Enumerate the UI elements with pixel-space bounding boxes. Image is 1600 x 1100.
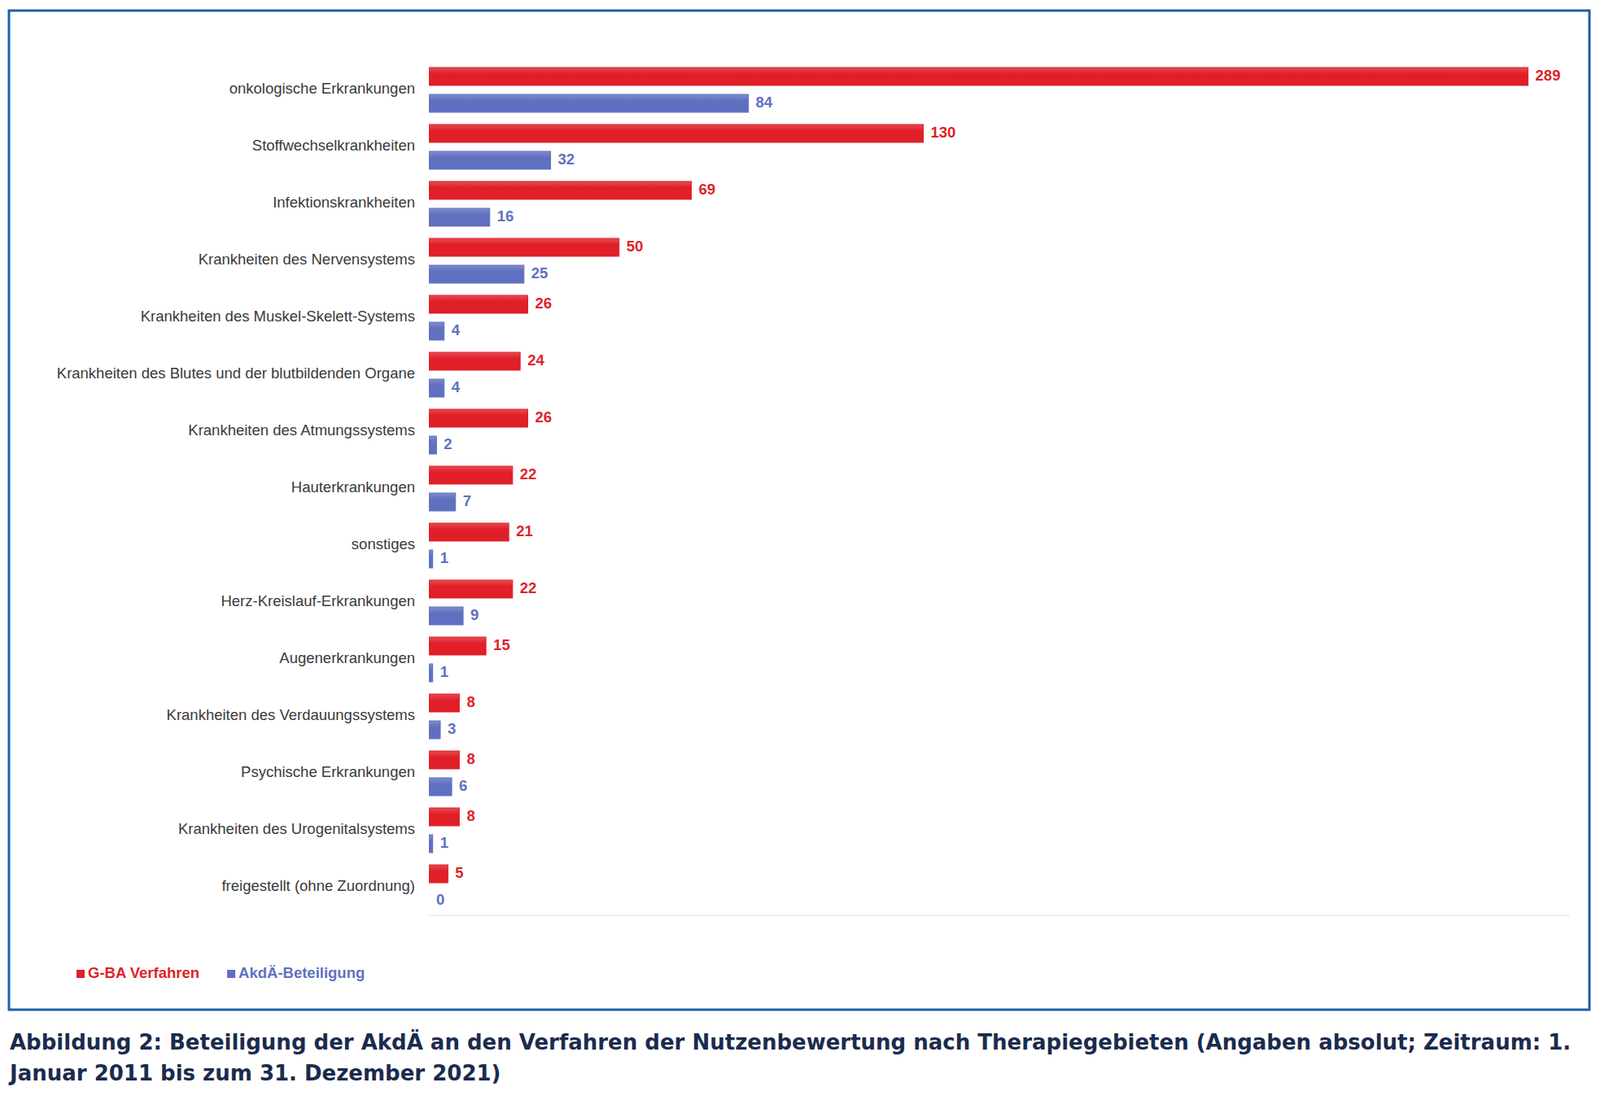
bar [428,664,433,682]
bar [428,265,525,284]
bar [428,808,460,827]
category-label: Krankheiten des Urogenitalsystems [178,820,416,838]
frame [8,10,1590,1010]
bar [428,238,620,257]
bar [428,721,441,739]
bar [428,181,691,200]
bar [428,550,433,569]
data-label: 1 [440,834,449,852]
category-label: Krankheiten des Nervensystems [198,250,416,268]
data-label: 26 [535,294,553,312]
data-label: 84 [756,93,774,111]
data-label: 9 [470,606,479,624]
bar [428,865,448,884]
bar [428,409,529,428]
data-label: 25 [531,264,549,282]
bar [428,295,529,314]
bar [428,466,513,485]
bar [428,523,509,542]
legend-label: AkdÄ-Beteiligung [238,964,365,982]
bar [428,891,430,910]
category-label: Stoffwechselkrankheiten [252,136,416,154]
legend-swatch [227,970,236,979]
category-label: Krankheiten des Muskel-Skelett-Systems [140,307,416,325]
data-label: 2 [443,435,452,453]
data-label: 16 [497,207,515,225]
data-label: 8 [466,750,475,768]
data-label: 69 [698,180,716,198]
legend-swatch [76,970,85,979]
data-label: 15 [493,636,511,654]
bar [428,151,551,170]
data-label: 0 [436,891,445,909]
data-label: 289 [1535,66,1561,84]
labels: onkologische Erkrankungen28984Stoffwechs… [56,66,1561,909]
data-label: 6 [459,777,468,795]
data-label: 1 [440,663,449,681]
bar [428,67,1529,86]
data-label: 130 [931,123,957,141]
category-label: Psychische Erkrankungen [240,763,416,781]
bar [428,208,490,227]
bar [428,322,445,341]
bar [428,834,433,853]
category-label: Krankheiten des Blutes und der blutbilde… [56,364,416,382]
category-label: Herz-Kreislauf-Erkrankungen [220,592,416,610]
data-label: 22 [520,579,538,597]
category-label: Hauterkrankungen [291,478,416,496]
data-label: 32 [558,150,576,168]
data-label: 22 [520,465,538,483]
data-label: 8 [466,807,475,825]
data-label: 7 [463,492,472,510]
bar [428,352,521,371]
bars [428,67,1529,884]
x-axis [428,915,1570,917]
caption: Abbildung 2: Beteiligung der AkdÄ an den… [9,1027,1589,1089]
bar [428,637,486,656]
bar [428,694,460,713]
data-label: 1 [440,549,449,567]
data-label: 5 [454,864,464,882]
bar [428,751,460,770]
category-label: Krankheiten des Atmungssystems [187,421,416,439]
legend-label: G-BA Verfahren [87,964,200,982]
bar [428,580,513,599]
bar [428,436,437,455]
category-label: freigestellt (ohne Zuordnung) [221,877,416,895]
bar [428,607,464,626]
bar [428,379,445,398]
category-label: Krankheiten des Verdauungssystems [166,706,416,724]
category-label: Infektionskrankheiten [272,193,416,211]
category-label: onkologische Erkrankungen [229,79,416,97]
chart: onkologische Erkrankungen28984Stoffwechs… [0,0,1600,1100]
data-label: 4 [451,321,461,339]
data-label: 24 [527,351,545,369]
bar [428,124,924,143]
bar [428,778,452,796]
bar [428,94,749,113]
data-label: 50 [626,237,644,255]
category-label: Augenerkrankungen [279,649,416,667]
bar [428,493,456,512]
data-label: 4 [451,378,461,396]
data-label: 8 [466,693,475,711]
category-label: sonstiges [351,535,416,553]
data-label: 3 [447,720,456,738]
data-label: 21 [515,522,534,540]
data-label: 26 [535,408,553,426]
